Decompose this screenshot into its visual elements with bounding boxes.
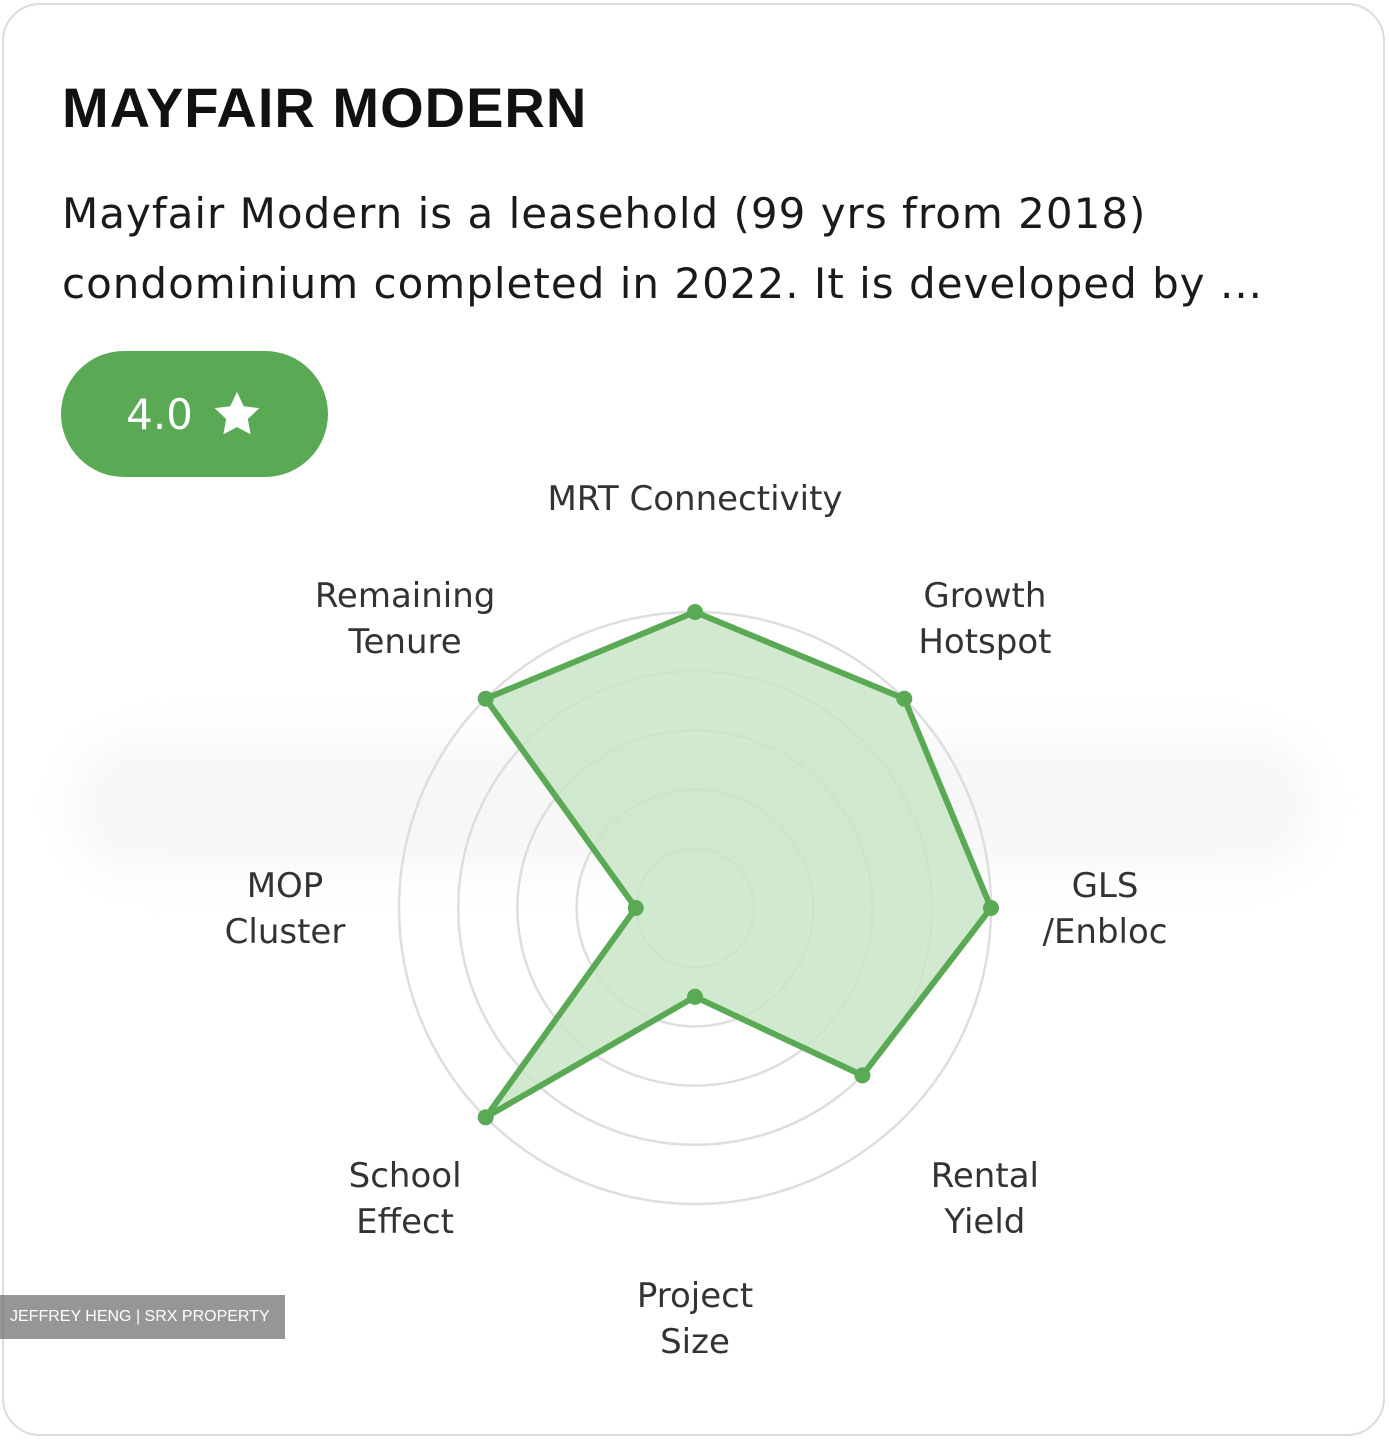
rating-value: 4.0 — [126, 389, 193, 439]
data-point-2[interactable] — [983, 900, 999, 916]
data-point-0[interactable] — [687, 604, 703, 620]
axis-label-2: GLS/Enbloc — [1042, 866, 1167, 952]
axis-label-4: Project Size — [637, 1276, 753, 1362]
star-icon — [214, 391, 260, 435]
axis-label-3: Rental Yield — [931, 1156, 1039, 1242]
data-point-7[interactable] — [477, 690, 494, 707]
data-point-1[interactable] — [896, 690, 913, 707]
axis-label-0: MRT Connectivity — [547, 479, 842, 519]
data-point-3[interactable] — [854, 1067, 871, 1084]
project-description[interactable]: Mayfair Modern is a leasehold (99 yrs fr… — [62, 189, 1264, 308]
rating-badge[interactable]: 4.0 — [61, 351, 328, 477]
project-card: MAYFAIR MODERN Mayfair Modern is a lease… — [2, 3, 1385, 1436]
radar-area — [482, 609, 994, 1121]
data-point-5[interactable] — [477, 1109, 494, 1126]
data-point-4[interactable] — [687, 988, 703, 1005]
watermark: JEFFREY HENG | SRX PROPERTY — [0, 1295, 285, 1339]
axis-label-7: Remaining Tenure — [315, 576, 496, 662]
project-title: MAYFAIR MODERN — [62, 76, 588, 139]
axis-label-5: School Effect — [349, 1156, 462, 1242]
axis-label-6: MOP Cluster — [225, 866, 346, 952]
data-point-6[interactable] — [627, 900, 644, 916]
axis-label-1: Growth Hotspot — [918, 576, 1051, 662]
